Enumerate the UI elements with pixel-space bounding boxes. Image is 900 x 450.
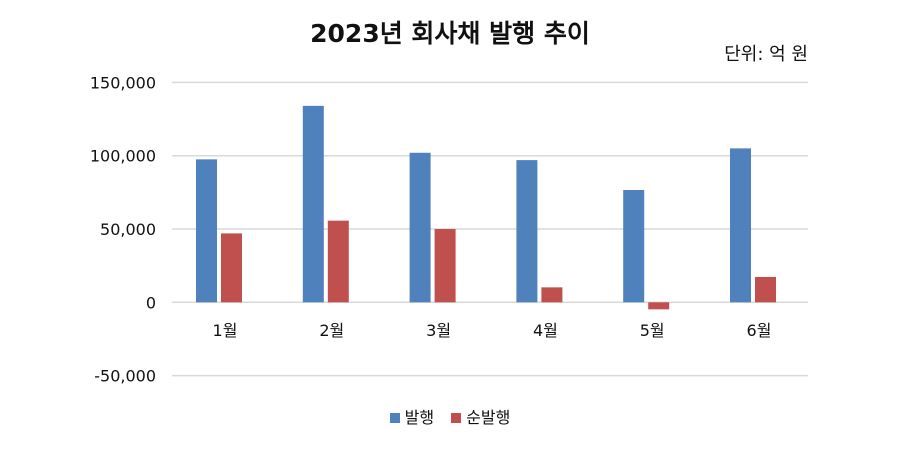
bar-issuance <box>516 160 538 303</box>
bar-issuance <box>730 148 751 303</box>
y-tick-label: 150,000 <box>90 73 156 92</box>
bar-net-issuance <box>541 287 563 303</box>
bar-issuance <box>623 190 645 303</box>
bar-net-issuance <box>648 302 670 310</box>
y-tick-label: 50,000 <box>100 220 156 239</box>
legend-label: 발행 <box>404 408 435 427</box>
legend-label: 순발행 <box>466 408 511 427</box>
legend: 발행 순발행 <box>0 404 900 428</box>
bar-issuance <box>302 105 324 303</box>
legend-swatch <box>389 413 400 423</box>
x-tick-label: 2월 <box>319 321 344 340</box>
legend-swatch <box>451 413 462 423</box>
bar-net-issuance <box>434 229 456 303</box>
chart-title: 2023년 회사채 발행 추이 <box>310 19 590 48</box>
bar-net-issuance <box>327 220 349 303</box>
bar-issuance <box>196 159 217 303</box>
bar-net-issuance <box>755 276 776 303</box>
legend-item-net-issuance: 순발행 <box>451 404 510 428</box>
legend-item-issuance: 발행 <box>389 404 435 428</box>
y-tick-label: -50,000 <box>94 367 156 386</box>
unit-label: 단위: 억 원 <box>724 44 808 65</box>
x-tick-label: 4월 <box>533 321 558 340</box>
y-tick-label: 100,000 <box>90 147 156 166</box>
x-tick-label: 5월 <box>640 321 665 340</box>
x-tick-label: 6월 <box>747 321 772 340</box>
y-tick-label: 0 <box>146 293 156 312</box>
x-tick-label: 3월 <box>426 321 451 340</box>
bar-issuance <box>409 152 431 303</box>
x-tick-label: 1월 <box>213 321 238 340</box>
bar-net-issuance <box>221 233 242 303</box>
